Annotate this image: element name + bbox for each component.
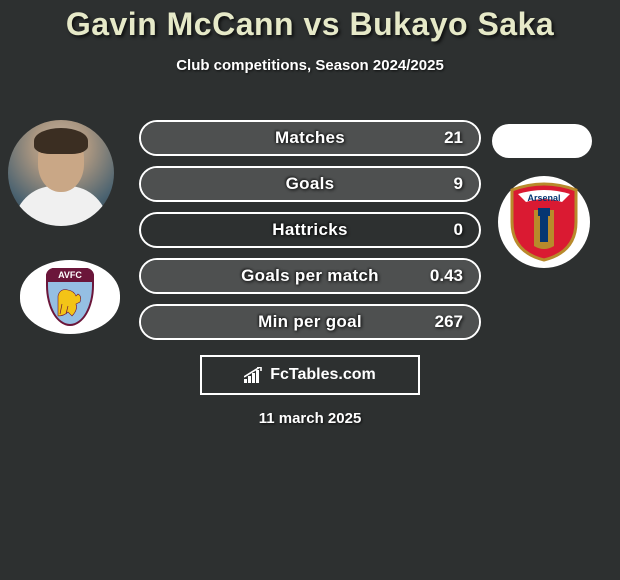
club-crest-left: AVFC: [20, 260, 120, 334]
stat-row-mpg: Min per goal 267: [139, 304, 481, 340]
page-subtitle: Club competitions, Season 2024/2025: [0, 57, 620, 74]
stat-label: Matches: [141, 122, 479, 154]
canvas: Gavin McCann vs Bukayo Saka Club competi…: [0, 0, 620, 580]
avatar-hair: [34, 128, 88, 154]
stat-label: Hattricks: [141, 214, 479, 246]
attribution-text: FcTables.com: [270, 366, 376, 384]
bars-icon: [244, 367, 264, 383]
stat-label: Min per goal: [141, 306, 479, 338]
stat-value: 0.43: [430, 260, 463, 292]
player-right-avatar: [492, 124, 592, 158]
stat-label: Goals: [141, 168, 479, 200]
arsenal-shield-icon: Arsenal: [506, 182, 582, 262]
avatar-shirt: [14, 186, 108, 226]
stat-value: 0: [454, 214, 463, 246]
stat-value: 9: [454, 168, 463, 200]
crest-band-text: AVFC: [46, 268, 94, 282]
arsenal-text: Arsenal: [527, 193, 560, 203]
player-left-avatar: [8, 120, 114, 226]
stat-value: 267: [435, 306, 463, 338]
lion-icon: [54, 286, 86, 320]
club-crest-right: Arsenal: [498, 176, 590, 268]
attribution-box: FcTables.com: [200, 355, 420, 395]
stat-row-gpm: Goals per match 0.43: [139, 258, 481, 294]
stat-row-goals: Goals 9: [139, 166, 481, 202]
stat-row-matches: Matches 21: [139, 120, 481, 156]
date-text: 11 march 2025: [0, 410, 620, 427]
stats-rows: Matches 21 Goals 9 Hattricks 0 Goals per…: [139, 120, 481, 350]
page-title: Gavin McCann vs Bukayo Saka: [0, 0, 620, 43]
stat-value: 21: [444, 122, 463, 154]
stat-row-hattricks: Hattricks 0: [139, 212, 481, 248]
stat-label: Goals per match: [141, 260, 479, 292]
